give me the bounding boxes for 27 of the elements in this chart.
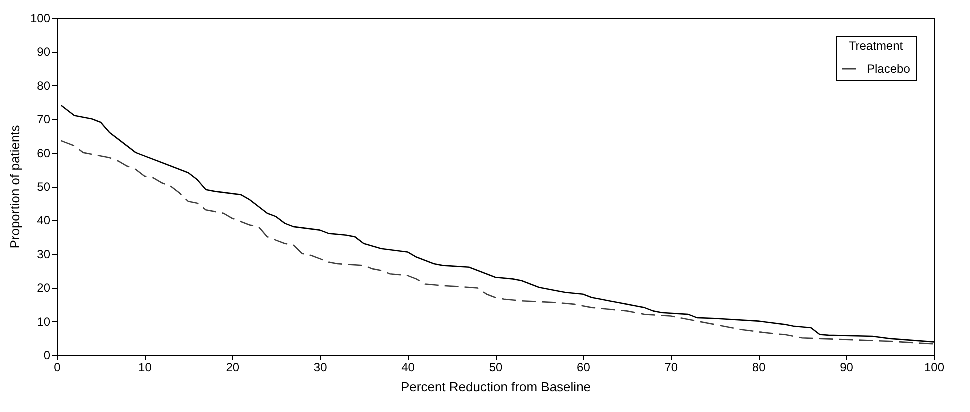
legend-label: Placebo [867, 62, 911, 76]
x-tick-label: 70 [664, 360, 678, 374]
y-tick-label: 30 [37, 247, 51, 262]
x-tick-label: 0 [54, 360, 62, 374]
x-tick-label: 60 [577, 360, 591, 374]
y-tick-label: 60 [37, 146, 51, 160]
x-axis-title: Percent Reduction from Baseline [400, 380, 592, 394]
y-tick-label: 10 [37, 314, 51, 329]
y-tick-label: 50 [37, 180, 51, 194]
y-tick-label: 20 [37, 281, 51, 296]
x-tick-label: 20 [226, 360, 240, 374]
x-tick-label: 30 [314, 360, 328, 374]
y-tick-label: 90 [37, 45, 51, 60]
x-tick-label: 10 [138, 360, 152, 374]
y-tick-label: 40 [37, 214, 51, 228]
x-tick-label: 50 [489, 360, 503, 374]
x-tick-label: 90 [840, 360, 854, 374]
legend-title: Treatment [848, 39, 904, 53]
y-tick-label: 100 [30, 12, 51, 26]
y-axis-title: Proportion of patients [7, 124, 22, 249]
x-tick-label: 40 [402, 360, 416, 374]
x-tick-label: 80 [752, 360, 766, 374]
line-series [60, 140, 934, 345]
y-tick-label: 70 [37, 112, 51, 127]
x-tick-label: 100 [924, 360, 945, 374]
y-tick-label: 0 [44, 348, 51, 362]
y-tick-label: 80 [37, 78, 51, 93]
